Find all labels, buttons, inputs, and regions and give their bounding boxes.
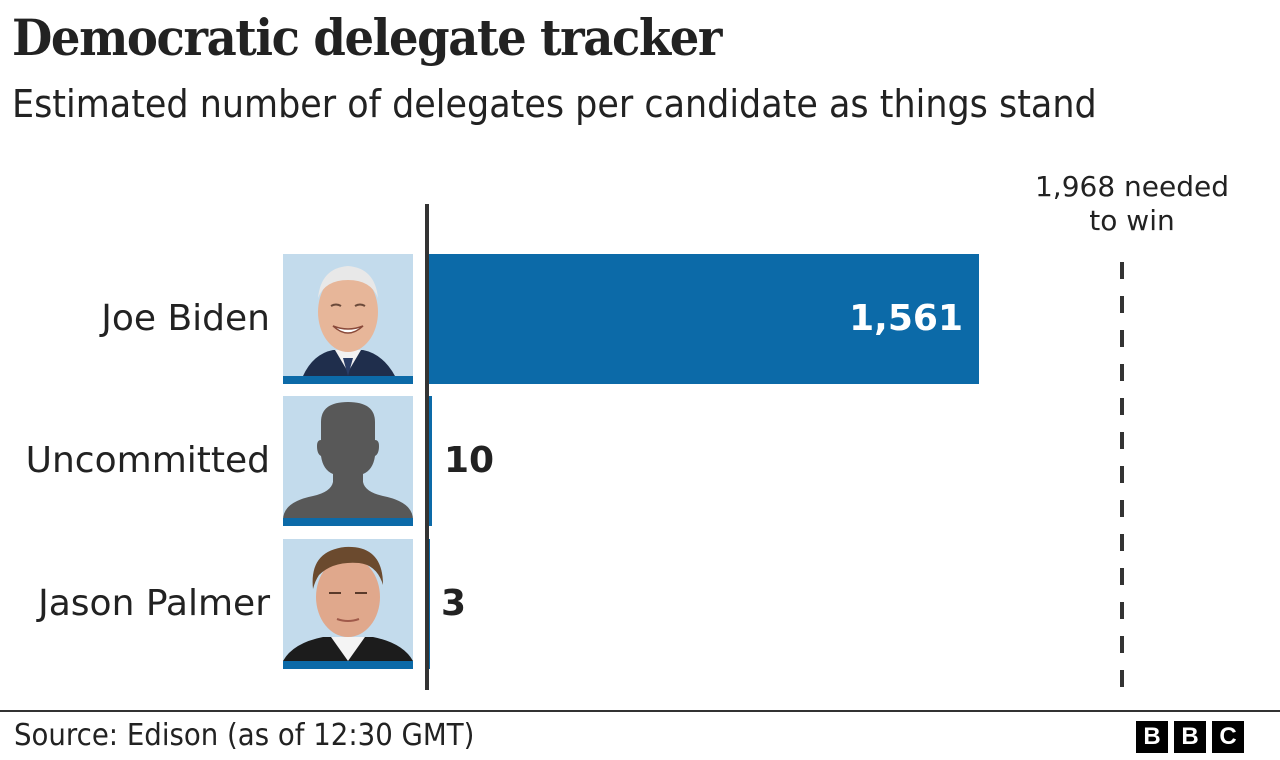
target-annotation: 1,968 needed to win [1010, 170, 1254, 238]
chart-title: Democratic delegate tracker [12, 8, 722, 67]
bar-value-label: 1,561 [849, 298, 963, 339]
portrait-icon [303, 266, 395, 376]
candidate-name: Uncommitted [25, 440, 270, 481]
candidate-photo-uncommitted [283, 396, 413, 526]
candidate-name: Joe Biden [101, 298, 270, 339]
candidate-row-palmer: Jason Palmer 3 [0, 539, 1280, 669]
bbc-logo-block: C [1212, 721, 1244, 753]
candidate-row-biden: Joe Biden 1,561 [0, 254, 1280, 384]
portrait-icon [283, 546, 413, 661]
bbc-logo-block: B [1136, 721, 1168, 753]
zero-axis-line [425, 204, 429, 690]
bar-uncommitted [429, 396, 432, 526]
footer-divider [0, 710, 1280, 712]
photo-stripe [283, 661, 413, 669]
target-label-line1: 1,968 needed [1034, 170, 1230, 203]
photo-stripe [283, 376, 413, 384]
bbc-logo-block: B [1174, 721, 1206, 753]
target-dashed-line [1120, 262, 1124, 690]
bar-value-label: 3 [441, 583, 467, 624]
candidate-photo-biden [283, 254, 413, 384]
target-label-line2: to win [1089, 204, 1175, 237]
bar-palmer [429, 539, 430, 669]
source-note: Source: Edison (as of 12:30 GMT) [14, 718, 475, 753]
bbc-logo: B B C [1136, 721, 1244, 753]
candidate-name: Jason Palmer [38, 583, 270, 624]
candidate-photo-palmer [283, 539, 413, 669]
person-silhouette-icon [283, 402, 413, 520]
candidate-row-uncommitted: Uncommitted 10 [0, 396, 1280, 526]
bar-biden: 1,561 [429, 254, 979, 384]
chart-subtitle: Estimated number of delegates per candid… [12, 82, 1097, 126]
photo-stripe [283, 518, 413, 526]
bar-value-label: 10 [444, 440, 495, 481]
